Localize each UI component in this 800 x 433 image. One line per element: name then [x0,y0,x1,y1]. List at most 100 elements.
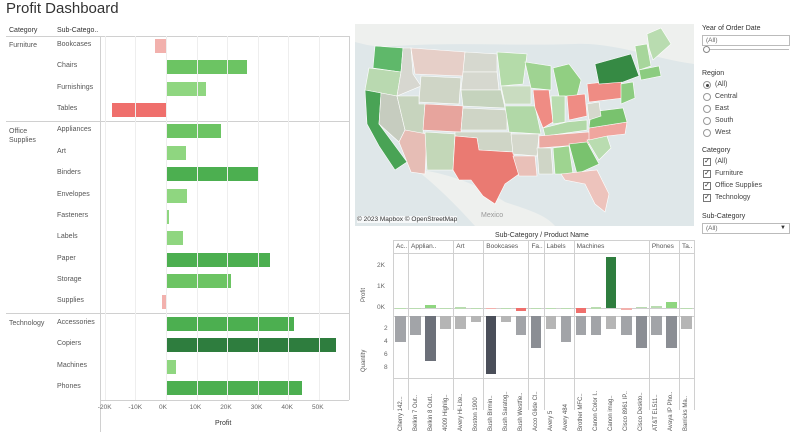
quantity-bar[interactable] [545,316,557,329]
profit-map[interactable]: Mexico [355,24,694,226]
quantity-bar[interactable] [485,316,497,374]
profit-bar[interactable] [166,60,248,74]
state-georgia[interactable] [568,141,600,175]
region-option-label[interactable]: (All) [715,81,728,88]
profit-bar[interactable] [605,257,617,308]
region-radio[interactable] [703,93,711,101]
state-louisiana[interactable] [512,155,538,177]
profit-bar[interactable] [651,306,662,308]
quantity-bar[interactable] [410,316,421,336]
category-checkbox[interactable]: ✓ [703,194,711,202]
state-new-jersey[interactable] [620,81,636,105]
state-nebraska[interactable] [460,89,506,109]
region-radio[interactable] [703,81,711,89]
quantity-bar[interactable] [455,316,466,329]
profit-bar[interactable] [425,304,436,308]
state-kentucky[interactable] [542,119,588,137]
quantity-bar[interactable] [395,316,406,342]
state-minnesota[interactable] [496,51,528,87]
region-option-label[interactable]: South [715,117,734,124]
state-illinois[interactable] [532,89,554,129]
category-option-label[interactable]: (All) [715,158,728,165]
profit-bar[interactable] [395,307,406,310]
state-new-hampshire[interactable] [634,43,652,71]
category-checkbox[interactable]: ✓ [703,182,711,190]
state-texas[interactable] [452,135,520,205]
quantity-bar[interactable] [621,316,632,336]
quantity-bar[interactable] [470,316,482,323]
profit-bar[interactable] [166,317,295,331]
region-radio[interactable] [703,129,711,137]
state-north-dakota[interactable] [462,51,498,73]
state-alabama[interactable] [552,145,574,175]
quantity-bar[interactable] [575,316,587,336]
state-kansas[interactable] [460,107,508,131]
profit-bar[interactable] [545,307,557,310]
quantity-bar[interactable] [425,316,436,362]
profit-bar[interactable] [455,307,466,309]
profit-bar[interactable] [530,307,542,310]
profit-bar[interactable] [440,307,451,310]
state-mississippi[interactable] [536,147,554,175]
quantity-bar[interactable] [590,316,602,336]
profit-bar[interactable] [166,360,177,374]
profit-bar[interactable] [166,231,183,245]
region-radio[interactable] [703,117,711,125]
profit-bar[interactable] [111,103,166,117]
state-new-mexico[interactable] [424,131,456,171]
quantity-bar[interactable] [440,316,451,329]
state-arkansas[interactable] [510,133,540,157]
quantity-bar[interactable] [651,316,662,336]
region-radio[interactable] [703,105,711,113]
profit-bar[interactable] [166,82,206,96]
quantity-bar[interactable] [560,316,572,342]
category-option-label[interactable]: Technology [715,194,751,201]
year-slider-handle[interactable] [703,46,710,53]
year-filter-input[interactable]: (All) [702,35,790,46]
state-michigan[interactable] [552,63,582,97]
region-option-label[interactable]: East [715,105,730,112]
state-indiana[interactable] [550,95,566,125]
subcategory-filter-dropdown[interactable]: (All) ▼ [702,223,790,234]
quantity-bar[interactable] [636,316,647,349]
category-option-label[interactable]: Furniture [715,170,744,177]
profit-bar[interactable] [166,253,271,267]
profit-bar[interactable] [590,307,602,309]
state-wyoming[interactable] [418,75,462,105]
state-maine[interactable] [646,27,672,61]
profit-bar[interactable] [166,381,303,395]
profit-bar[interactable] [166,146,186,160]
state-montana[interactable] [410,47,466,77]
state-ohio[interactable] [566,93,588,121]
quantity-bar[interactable] [605,316,617,329]
state-iowa[interactable] [500,85,532,105]
state-massachusetts[interactable] [638,65,662,81]
quantity-bar[interactable] [666,316,677,349]
profit-bar[interactable] [166,338,337,352]
state-new-york[interactable] [594,53,640,85]
profit-bar[interactable] [666,301,677,308]
region-option-label[interactable]: Central [715,93,738,100]
category-option-label[interactable]: Office Supplies [715,182,762,189]
profit-bar[interactable] [166,167,259,181]
state-wisconsin[interactable] [524,61,552,91]
year-slider-track[interactable] [705,49,789,50]
profit-bar[interactable] [636,306,647,309]
map-attribution[interactable]: © 2023 Mapbox © OpenStreetMap [357,216,458,223]
quantity-bar[interactable] [530,316,542,349]
state-west-virginia[interactable] [586,101,602,121]
profit-bar[interactable] [162,295,166,309]
profit-bar[interactable] [166,124,222,138]
profit-bar[interactable] [166,189,188,203]
state-colorado[interactable] [422,103,464,133]
region-option-label[interactable]: West [715,129,731,136]
category-checkbox[interactable]: ✓ [703,158,711,166]
state-washington[interactable] [372,45,404,73]
profit-bar[interactable] [470,307,482,310]
state-south-dakota[interactable] [460,71,500,91]
profit-bar[interactable] [560,307,572,310]
profit-bar[interactable] [485,307,497,310]
profit-bar[interactable] [500,307,512,310]
profit-bar[interactable] [575,307,587,314]
profit-bar[interactable] [410,307,421,310]
